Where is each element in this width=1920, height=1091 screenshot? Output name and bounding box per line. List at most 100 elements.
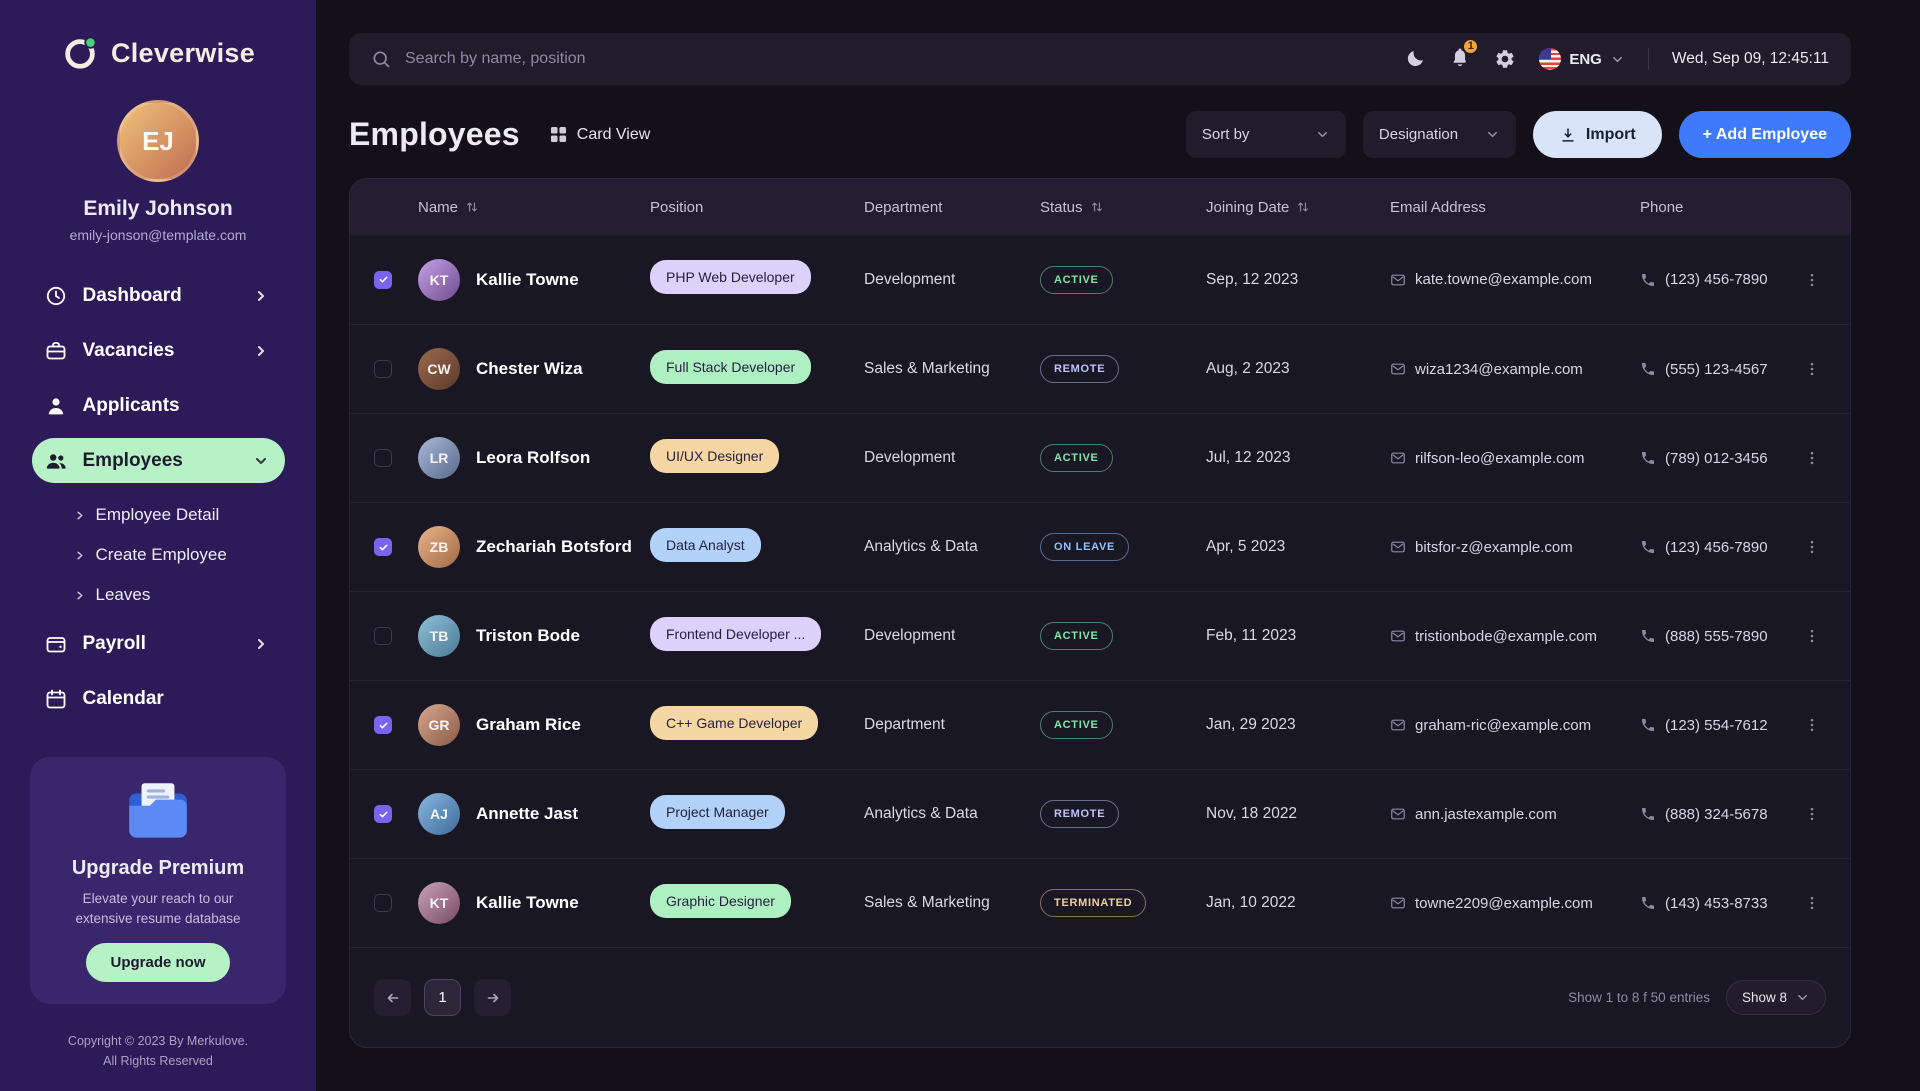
row-checkbox[interactable] <box>374 360 392 378</box>
status-badge: ON LEAVE <box>1040 533 1130 561</box>
submenu-item-employee-detail[interactable]: Employee Detail <box>74 495 285 535</box>
sort-by-dropdown[interactable]: Sort by <box>1185 111 1346 158</box>
add-employee-button[interactable]: + Add Employee <box>1678 111 1851 158</box>
status-badge: REMOTE <box>1040 355 1120 383</box>
page-number-button[interactable]: 1 <box>424 979 461 1016</box>
envelope-icon <box>1391 452 1405 464</box>
search-icon <box>373 51 390 68</box>
status-badge: ACTIVE <box>1040 265 1113 294</box>
search-input[interactable] <box>405 50 1391 68</box>
upgrade-premium-card: Upgrade Premium Elevate your reach to ou… <box>30 757 286 1005</box>
sort-icon[interactable] <box>1090 200 1104 214</box>
employees-table: Name Position Department Status Joining … <box>349 178 1851 1048</box>
sidebar: Cleverwise EJ Emily Johnson emily-jonson… <box>0 0 316 1091</box>
employee-name: Kallie Towne <box>476 269 579 289</box>
page-title: Employees <box>349 116 520 152</box>
upgrade-title: Upgrade Premium <box>71 857 245 879</box>
user-email: emily-jonson@template.com <box>69 227 247 243</box>
submenu-item-label: Employee Detail <box>95 505 220 524</box>
joining-date: Apr, 5 2023 <box>1206 538 1286 555</box>
card-view-toggle[interactable]: Card View <box>550 126 650 144</box>
avatar: KT <box>418 258 460 301</box>
phone-cell: (555) 123-4567 <box>1640 361 1798 378</box>
email-cell: ann.jastexample.com <box>1390 806 1640 823</box>
row-checkbox[interactable] <box>374 894 392 912</box>
row-menu-button[interactable] <box>1798 354 1826 384</box>
topbar: 1 ENG Wed, Sep 09, 12:45:11 <box>349 33 1851 85</box>
sidebar-item-applicants[interactable]: Applicants <box>32 383 285 428</box>
row-menu-button[interactable] <box>1798 799 1826 829</box>
column-header-position: Position <box>650 198 704 216</box>
prev-page-button[interactable] <box>374 979 411 1016</box>
sidebar-item-employees[interactable]: Employees <box>31 438 285 483</box>
page-size-dropdown[interactable]: Show 8 <box>1725 980 1826 1015</box>
gear-icon[interactable] <box>1494 48 1516 70</box>
department: Development <box>864 270 956 288</box>
sidebar-item-vacancies[interactable]: Vacancies <box>32 328 285 373</box>
chevron-down-icon <box>255 457 266 464</box>
email-cell: graham-ric@example.com <box>1390 717 1640 734</box>
designation-dropdown[interactable]: Designation <box>1362 111 1516 158</box>
next-page-button[interactable] <box>474 979 511 1016</box>
row-menu-button[interactable] <box>1798 265 1826 295</box>
phone-cell: (123) 456-7890 <box>1640 271 1798 288</box>
sort-icon[interactable] <box>465 200 479 214</box>
joining-date: Aug, 2 2023 <box>1206 360 1290 377</box>
kebab-icon <box>1810 807 1814 821</box>
joining-date: Jan, 29 2023 <box>1206 716 1296 733</box>
sidebar-item-calendar[interactable]: Calendar <box>32 676 285 721</box>
row-checkbox[interactable] <box>374 449 392 467</box>
kebab-icon <box>1810 718 1814 732</box>
row-menu-button[interactable] <box>1798 443 1826 473</box>
brand-logo-icon <box>65 36 97 69</box>
avatar: LR <box>418 437 460 479</box>
table-row: ZB Zechariah Botsford Data Analyst Analyt… <box>350 502 1850 591</box>
language-label: ENG <box>1569 50 1602 68</box>
copyright-text: Copyright © 2023 By Merkulove. All Right… <box>67 1034 249 1068</box>
row-menu-button[interactable] <box>1798 710 1826 740</box>
email-cell: wiza1234@example.com <box>1390 361 1640 378</box>
brand-logo[interactable]: Cleverwise <box>61 34 255 72</box>
sidebar-item-payroll[interactable]: Payroll <box>32 621 285 666</box>
position-badge: Project Manager <box>650 794 785 829</box>
table-row: AJ Annette Jast Project Manager Analytics… <box>350 769 1850 858</box>
phone-icon <box>1642 273 1654 286</box>
row-checkbox[interactable] <box>374 627 392 645</box>
envelope-icon <box>1391 541 1405 553</box>
row-checkbox[interactable] <box>374 805 392 823</box>
row-menu-button[interactable] <box>1798 621 1826 651</box>
department: Sales & Marketing <box>864 360 990 377</box>
language-selector[interactable]: ENG <box>1539 48 1625 70</box>
avatar: CW <box>418 348 460 390</box>
phone-icon <box>1642 897 1654 909</box>
pagination-right: Show 1 to 8 f 50 entries Show 8 <box>1568 980 1826 1015</box>
row-menu-button[interactable] <box>1798 888 1826 918</box>
sort-by-label: Sort by <box>1201 126 1250 143</box>
row-checkbox[interactable] <box>374 716 392 734</box>
row-checkbox[interactable] <box>374 270 392 289</box>
moon-icon[interactable] <box>1404 48 1426 70</box>
notifications-button[interactable]: 1 <box>1449 37 1480 73</box>
submenu-item-leaves[interactable]: Leaves <box>74 575 285 615</box>
submenu-item-create-employee[interactable]: Create Employee <box>74 535 285 575</box>
import-button[interactable]: Import <box>1532 111 1662 158</box>
row-checkbox[interactable] <box>374 538 392 556</box>
submenu-item-label: Create Employee <box>95 545 227 564</box>
sort-icon[interactable] <box>1296 200 1310 214</box>
sidebar-item-label: Calendar <box>82 687 164 709</box>
column-header-joining-date: Joining Date <box>1206 199 1390 216</box>
upgrade-now-button[interactable]: Upgrade now <box>86 943 230 983</box>
column-header-email: Email Address <box>1390 198 1486 216</box>
brand-name: Cleverwise <box>110 37 256 68</box>
column-header-status: Status <box>1040 199 1206 216</box>
sidebar-item-dashboard[interactable]: Dashboard <box>32 273 285 318</box>
row-menu-button[interactable] <box>1798 532 1826 562</box>
email-cell: rilfson-leo@example.com <box>1390 450 1640 467</box>
status-badge: ACTIVE <box>1040 622 1113 650</box>
employee-name: Triston Bode <box>476 626 580 645</box>
employee-name: Annette Jast <box>476 804 579 823</box>
position-badge: UI/UX Designer <box>650 438 780 473</box>
avatar: AJ <box>418 793 460 835</box>
phone-cell: (789) 012-3456 <box>1640 450 1798 467</box>
user-name: Emily Johnson <box>83 197 233 220</box>
